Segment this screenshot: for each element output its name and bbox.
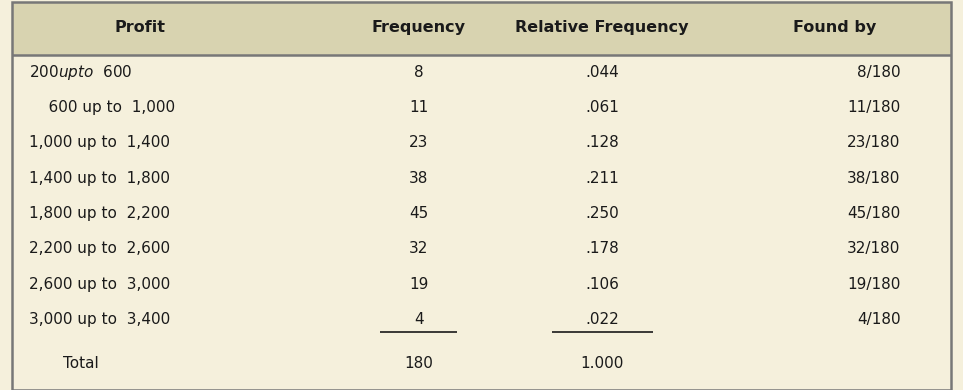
Text: 2,200 up to  2,600: 2,200 up to 2,600 [29, 241, 170, 257]
Text: Relative Frequency: Relative Frequency [515, 20, 689, 35]
Text: 11: 11 [409, 100, 429, 115]
FancyBboxPatch shape [12, 2, 951, 55]
Text: Total: Total [63, 356, 98, 371]
Text: Frequency: Frequency [372, 20, 466, 35]
Text: 19/180: 19/180 [847, 277, 900, 292]
Text: 8/180: 8/180 [857, 65, 900, 80]
Text: 32/180: 32/180 [847, 241, 900, 257]
Text: 32: 32 [409, 241, 429, 257]
Text: 1.000: 1.000 [580, 356, 624, 371]
Text: 1,800 up to  2,200: 1,800 up to 2,200 [29, 206, 169, 221]
Text: 23/180: 23/180 [847, 135, 900, 151]
Text: 38/180: 38/180 [847, 171, 900, 186]
Text: 23: 23 [409, 135, 429, 151]
Text: .128: .128 [585, 135, 619, 151]
Text: 1,400 up to  1,800: 1,400 up to 1,800 [29, 171, 169, 186]
Text: 19: 19 [409, 277, 429, 292]
Text: .106: .106 [585, 277, 619, 292]
Text: 8: 8 [414, 65, 424, 80]
Text: Profit: Profit [115, 20, 165, 35]
Text: .211: .211 [585, 171, 619, 186]
Text: Found by: Found by [794, 20, 876, 35]
Text: .061: .061 [585, 100, 619, 115]
Text: 38: 38 [409, 171, 429, 186]
Text: 4: 4 [414, 312, 424, 327]
Text: 1,000 up to  1,400: 1,000 up to 1,400 [29, 135, 169, 151]
Text: 3,000 up to  3,400: 3,000 up to 3,400 [29, 312, 170, 327]
Text: 45/180: 45/180 [847, 206, 900, 221]
Text: .178: .178 [585, 241, 619, 257]
Text: 4/180: 4/180 [857, 312, 900, 327]
Text: 11/180: 11/180 [847, 100, 900, 115]
Text: .250: .250 [585, 206, 619, 221]
Text: .044: .044 [585, 65, 619, 80]
Text: 180: 180 [404, 356, 433, 371]
Text: $ 200 up to $  600: $ 200 up to $ 600 [29, 63, 132, 82]
Text: .022: .022 [585, 312, 619, 327]
Text: 45: 45 [409, 206, 429, 221]
Text: 600 up to  1,000: 600 up to 1,000 [29, 100, 175, 115]
Text: 2,600 up to  3,000: 2,600 up to 3,000 [29, 277, 170, 292]
